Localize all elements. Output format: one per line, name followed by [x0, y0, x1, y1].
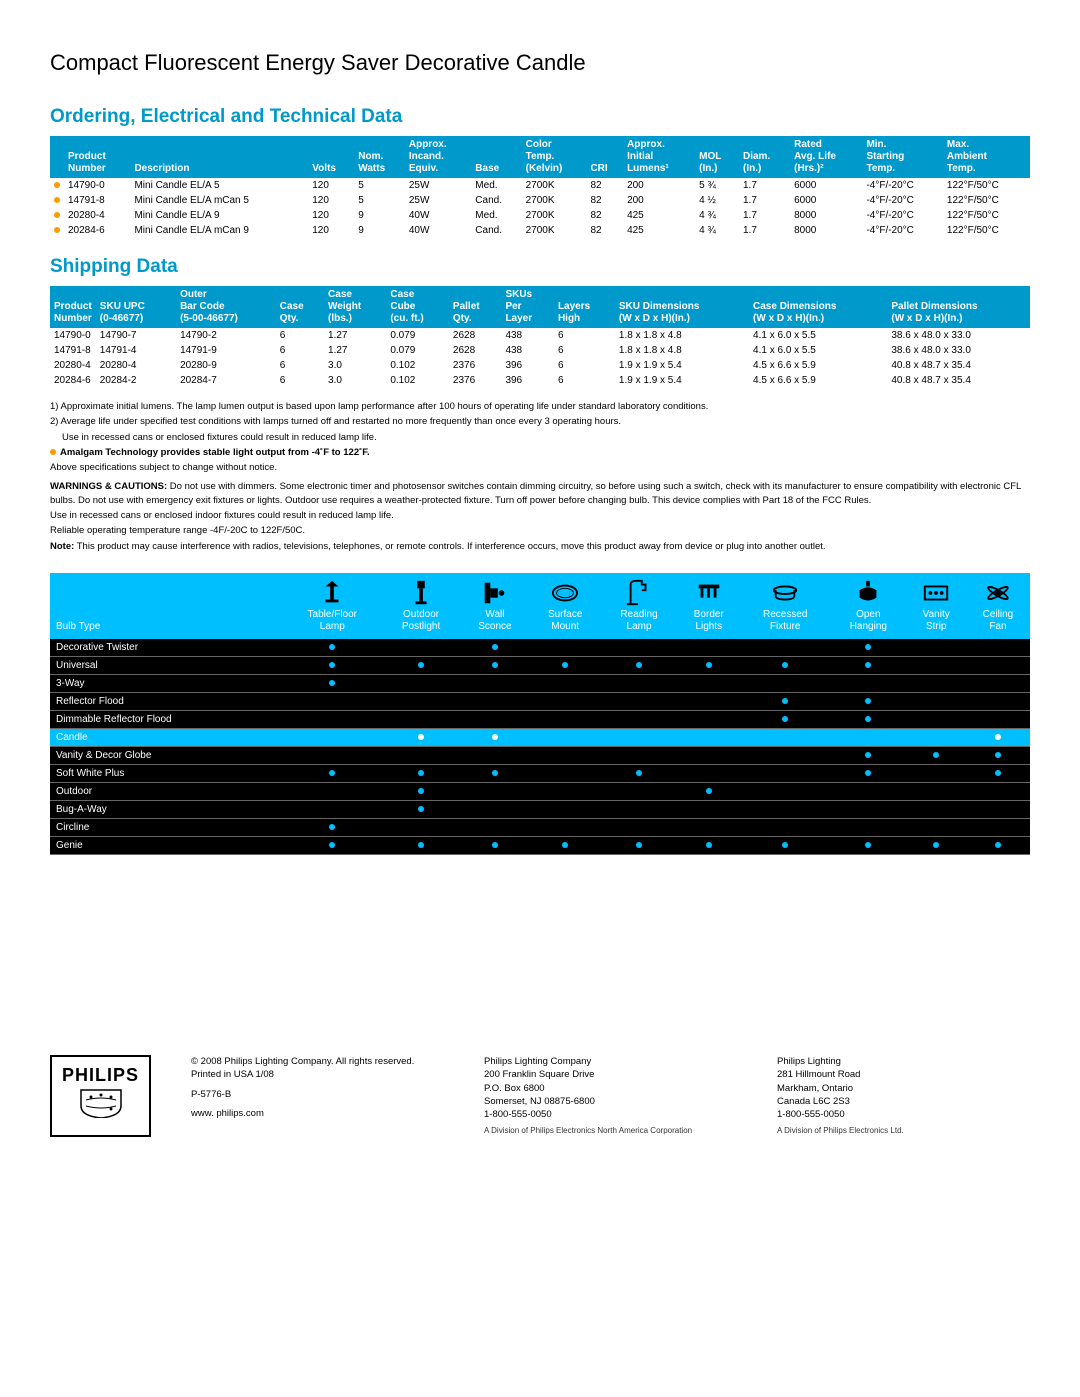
compatibility-table: Bulb TypeTable/FloorLampOutdoorPostlight…	[50, 573, 1030, 855]
dot-icon	[782, 662, 788, 668]
table-row: 14790-0Mini Candle EL/A 5120525WMed.2700…	[50, 178, 1030, 193]
dot-icon	[636, 770, 642, 776]
dot-icon	[706, 842, 712, 848]
dot-icon	[933, 842, 939, 848]
ordering-heading: Ordering, Electrical and Technical Data	[50, 106, 1030, 128]
dot-icon	[562, 662, 568, 668]
note-amalgam: Amalgam Technology provides stable light…	[50, 446, 1030, 459]
table-row: Genie	[50, 836, 1030, 854]
dot-icon	[418, 770, 424, 776]
philips-logo: PHILIPS	[50, 1055, 151, 1137]
table-row: Circline	[50, 818, 1030, 836]
table-row: Decorative Twister	[50, 639, 1030, 657]
ordering-table: ProductNumberDescriptionVoltsNom.WattsAp…	[50, 136, 1030, 238]
dot-icon	[418, 662, 424, 668]
footer-col-1: © 2008 Philips Lighting Company. All rig…	[191, 1055, 444, 1137]
amalgam-dot-icon	[54, 197, 60, 203]
dot-icon	[782, 842, 788, 848]
table-row: 20284-6Mini Candle EL/A mCan 9120940WCan…	[50, 223, 1030, 238]
dot-icon	[636, 842, 642, 848]
note-interference: Note: This product may cause interferenc…	[50, 540, 1030, 553]
amalgam-dot-icon	[54, 182, 60, 188]
table-row: 3-Way	[50, 674, 1030, 692]
dot-icon	[418, 806, 424, 812]
table-row: Candle	[50, 728, 1030, 746]
dot-icon	[782, 716, 788, 722]
table-row: Reflector Flood	[50, 692, 1030, 710]
note-warnings: WARNINGS & CAUTIONS: Do not use with dim…	[50, 480, 1030, 507]
table-row: 14790-014790-714790-261.270.079262843861…	[50, 328, 1030, 343]
dot-icon	[636, 662, 642, 668]
dot-icon	[329, 770, 335, 776]
footer: PHILIPS © 2008 Philips Lighting Company.…	[50, 1055, 1030, 1137]
dot-icon	[706, 662, 712, 668]
dot-icon	[865, 842, 871, 848]
footer-col-2: Philips Lighting Company 200 Franklin Sq…	[484, 1055, 737, 1137]
dot-icon	[329, 644, 335, 650]
amalgam-dot-icon	[54, 227, 60, 233]
note-recessed: Use in recessed cans or enclosed indoor …	[50, 509, 1030, 522]
shipping-table: ProductNumberSKU UPC(0-46677)OuterBar Co…	[50, 286, 1030, 388]
table-row: 14791-814791-414791-961.270.079262843861…	[50, 343, 1030, 358]
page-title: Compact Fluorescent Energy Saver Decorat…	[50, 50, 1030, 76]
note-temp: Reliable operating temperature range -4F…	[50, 524, 1030, 537]
table-row: 20284-620284-220284-763.00.102237639661.…	[50, 373, 1030, 388]
table-row: Vanity & Decor Globe	[50, 746, 1030, 764]
shipping-heading: Shipping Data	[50, 256, 1030, 278]
table-row: 20280-420280-420280-963.00.102237639661.…	[50, 358, 1030, 373]
table-row: Dimmable Reflector Flood	[50, 710, 1030, 728]
amalgam-dot-icon	[54, 212, 60, 218]
dot-icon	[782, 698, 788, 704]
dot-icon	[329, 680, 335, 686]
dot-icon	[329, 824, 335, 830]
table-row: Bug-A-Way	[50, 800, 1030, 818]
note-1: 1) Approximate initial lumens. The lamp …	[50, 400, 1030, 413]
dot-icon	[492, 734, 498, 740]
dot-icon	[865, 752, 871, 758]
dot-icon	[418, 842, 424, 848]
note-2b: Use in recessed cans or enclosed fixture…	[50, 431, 1030, 444]
dot-icon	[418, 734, 424, 740]
dot-icon	[865, 770, 871, 776]
dot-icon	[995, 842, 1001, 848]
table-row: Outdoor	[50, 782, 1030, 800]
table-row: Soft White Plus	[50, 764, 1030, 782]
table-row: 20280-4Mini Candle EL/A 9120940WMed.2700…	[50, 208, 1030, 223]
table-row: Universal	[50, 656, 1030, 674]
dot-icon	[492, 842, 498, 848]
dot-icon	[865, 698, 871, 704]
dot-icon	[706, 788, 712, 794]
dot-icon	[995, 752, 1001, 758]
amalgam-dot-icon	[50, 449, 56, 455]
dot-icon	[492, 770, 498, 776]
table-row: 14791-8Mini Candle EL/A mCan 5120525WCan…	[50, 193, 1030, 208]
note-2: 2) Average life under specified test con…	[50, 415, 1030, 428]
dot-icon	[418, 788, 424, 794]
dot-icon	[492, 662, 498, 668]
dot-icon	[995, 734, 1001, 740]
footer-col-3: Philips Lighting 281 Hillmount Road Mark…	[777, 1055, 1030, 1137]
dot-icon	[865, 644, 871, 650]
dot-icon	[329, 662, 335, 668]
dot-icon	[329, 842, 335, 848]
note-change: Above specifications subject to change w…	[50, 461, 1030, 474]
dot-icon	[562, 842, 568, 848]
notes-block: 1) Approximate initial lumens. The lamp …	[50, 400, 1030, 553]
dot-icon	[995, 770, 1001, 776]
dot-icon	[865, 716, 871, 722]
shield-icon	[76, 1088, 126, 1118]
dot-icon	[492, 644, 498, 650]
dot-icon	[933, 752, 939, 758]
dot-icon	[865, 662, 871, 668]
